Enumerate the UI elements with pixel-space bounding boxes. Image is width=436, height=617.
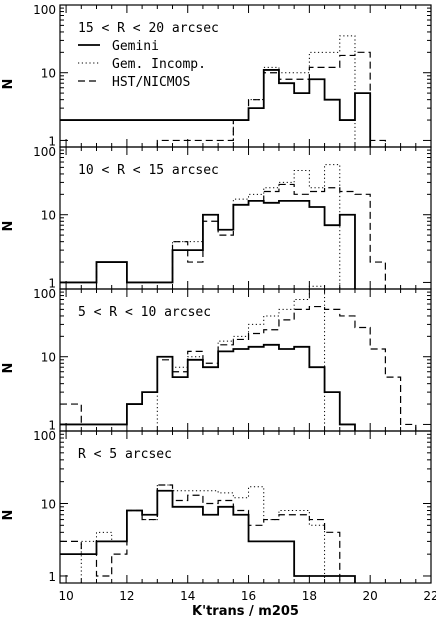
y-tick-label: 10: [41, 209, 56, 223]
series-hst-nicmos: [60, 305, 417, 431]
x-tick-label: 10: [58, 589, 73, 603]
x-tick-label: 20: [363, 589, 378, 603]
y-axis-label: N: [1, 79, 16, 90]
panel-label: 10 < R < 15 arcsec: [78, 163, 219, 178]
y-tick-label: 1: [48, 134, 56, 148]
panel-label: R < 5 arcsec: [78, 447, 172, 462]
series-hst-nicmos: [60, 484, 341, 583]
x-axis-label: K'trans / m205: [192, 604, 299, 617]
x-tick-label: 18: [302, 589, 317, 603]
series-gemini: [60, 343, 356, 431]
panel-label: 15 < R < 20 arcsec: [78, 21, 219, 36]
x-tick-label: 16: [241, 589, 256, 603]
legend-entry: Gem. Incomp.: [112, 57, 206, 72]
y-axis-label: N: [1, 363, 16, 374]
series-hst-nicmos: [156, 51, 386, 147]
series-gemini: [60, 199, 356, 289]
y-tick-label: 100: [33, 3, 56, 17]
series-hst-nicmos: [95, 183, 386, 289]
panel-label: 5 < R < 10 arcsec: [78, 305, 211, 320]
y-tick-label: 10: [41, 351, 56, 365]
y-tick-label: 1: [48, 276, 56, 290]
y-tick-label: 1: [48, 570, 56, 584]
x-tick-label: 12: [119, 589, 134, 603]
series-gemini: [60, 69, 372, 147]
y-tick-label: 10: [41, 67, 56, 81]
y-tick-label: 10: [41, 497, 56, 511]
legend-entry: Gemini: [112, 39, 159, 54]
legend-entry: HST/NICMOS: [112, 75, 190, 90]
x-tick-label: 22: [423, 589, 436, 603]
y-tick-label: 100: [33, 429, 56, 443]
series-gem-incomp: [172, 164, 341, 289]
x-tick-label: 14: [180, 589, 195, 603]
y-axis-label: N: [1, 221, 16, 232]
y-tick-label: 1: [48, 418, 56, 432]
y-tick-label: 100: [33, 287, 56, 301]
series-gemini: [60, 489, 356, 583]
y-axis-label: N: [1, 510, 16, 521]
y-tick-label: 100: [33, 145, 56, 159]
